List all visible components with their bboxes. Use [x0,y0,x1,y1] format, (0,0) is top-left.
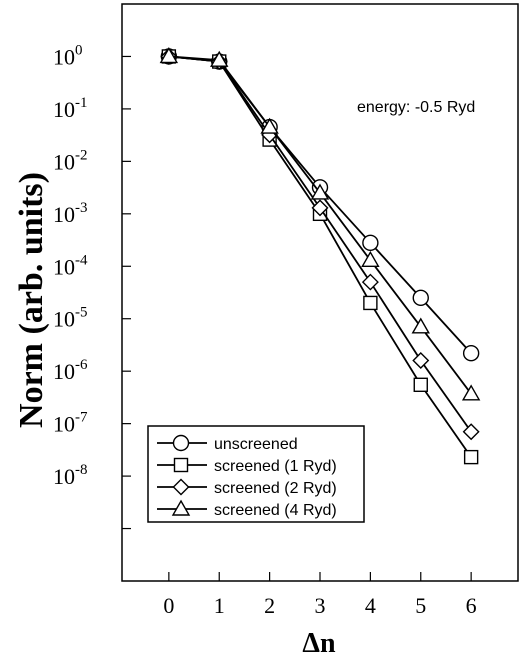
data-point-triangle [361,250,380,267]
legend: unscreened screened (1 Ryd) screened (2 Ry… [147,425,365,523]
y-tick-label: 100 [53,42,83,69]
energy-annotation: energy: -0.5 Ryd [357,99,475,116]
x-tick-label: 1 [214,593,225,618]
x-axis-label: Δn [302,628,336,659]
data-point-triangle [310,183,330,200]
legend-item: screened (1 Ryd) [157,457,337,475]
y-tick-label: 10-4 [53,252,88,279]
y-tick-label: 10-7 [53,410,88,437]
x-tick-label: 6 [466,593,477,618]
legend-marker-circle [172,434,190,452]
legend-marker-diamond [172,478,190,496]
y-tick-label: 10-1 [53,95,88,122]
x-tick-label: 3 [315,593,326,618]
legend-item: screened (2 Ryd) [157,478,337,497]
data-point-triangle [159,47,179,64]
data-point-square [413,377,428,393]
x-tick-label: 2 [264,593,275,618]
data-point-circle [412,289,429,307]
legend-label: screened (4 Ryd) [214,502,337,519]
x-tick-label: 0 [163,593,174,618]
legend-marker-square [173,457,189,473]
y-tick-label: 10-6 [53,357,88,384]
data-point-triangle [260,117,279,134]
y-axis-label: Norm (arb. units) [13,172,50,428]
data-point-diamond [361,273,379,291]
legend-label: screened (2 Ryd) [214,480,337,497]
y-tick-label: 10-2 [53,147,88,174]
data-point-square [463,449,479,465]
y-tick-label: 10-3 [53,200,88,227]
legend-label: screened (1 Ryd) [214,458,337,475]
x-tick-label: 5 [415,593,426,618]
data-point-circle [362,234,379,252]
y-tick-label: 10-5 [53,305,88,332]
legend-label: unscreened [214,436,298,453]
series-layer [159,47,481,465]
legend-item: unscreened [157,434,298,453]
y-tick-label: 10-8 [53,462,88,489]
data-point-triangle [411,317,430,334]
data-point-square [363,295,378,311]
x-tick-label: 4 [365,593,376,618]
series-triangle [159,47,481,401]
data-point-triangle [461,384,481,401]
data-point-diamond [462,423,480,441]
data-point-circle [462,345,480,362]
data-point-diamond [412,351,430,369]
series-line [168,55,472,458]
data-point-triangle [210,50,229,67]
data-point-diamond [311,199,329,217]
legend-item: screened (4 Ryd) [157,499,337,519]
legend-marker-triangle [171,499,191,516]
